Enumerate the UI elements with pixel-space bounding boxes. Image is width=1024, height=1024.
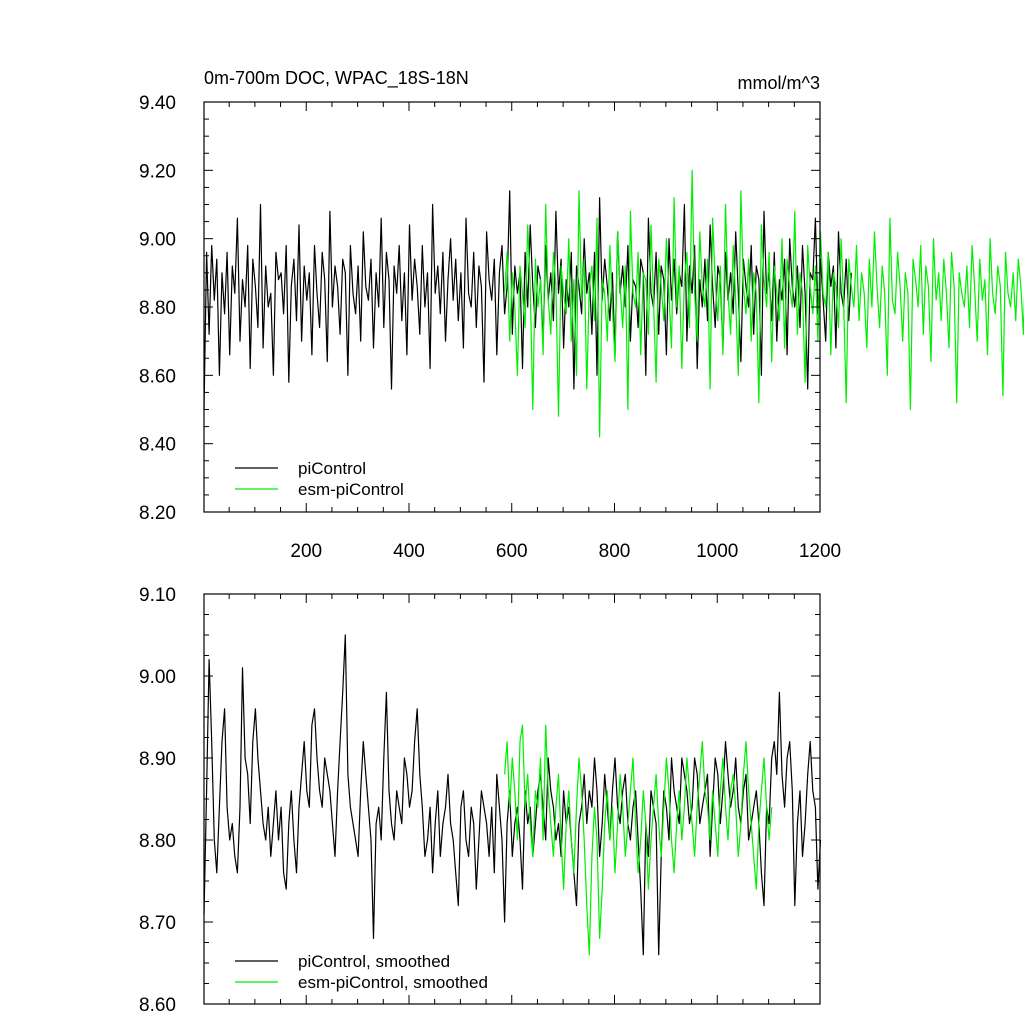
x-tick-label: 600 xyxy=(496,541,528,562)
y-tick-label: 8.40 xyxy=(139,435,176,456)
y-tick-label: 9.20 xyxy=(139,161,176,182)
y-tick-label: 8.90 xyxy=(139,749,176,770)
x-tick-label: 1000 xyxy=(696,541,738,562)
series-group xyxy=(204,635,821,955)
x-tick-label: 800 xyxy=(599,541,631,562)
legend-label-picontrol-smoothed: piControl, smoothed xyxy=(298,952,450,971)
legend-label-esm-picontrol: esm-piControl xyxy=(298,480,404,499)
y-tick-label: 9.40 xyxy=(139,93,176,114)
series-group xyxy=(204,170,1024,437)
plot-frame xyxy=(204,594,820,1004)
y-tick-label: 8.70 xyxy=(139,913,176,934)
y-tick-label: 9.00 xyxy=(139,230,176,251)
x-tick-label: 1200 xyxy=(799,541,841,562)
tick-group xyxy=(204,594,820,1004)
legend: piControl, smoothed esm-piControl, smoot… xyxy=(235,952,488,992)
y-tick-label: 8.80 xyxy=(139,298,176,319)
y-tick-label: 9.10 xyxy=(139,585,176,606)
legend: piControl esm-piControl xyxy=(235,459,404,499)
chart-title: 0m-700m DOC, WPAC_18S-18N xyxy=(204,68,469,89)
units-label: mmol/m^3 xyxy=(738,73,820,93)
bottom-panel: 8.60 8.70 8.80 8.90 9.00 9.10 piControl, smoo… xyxy=(139,585,820,1016)
y-tick-label: 9.00 xyxy=(139,667,176,688)
y-tick-label: 8.20 xyxy=(139,503,176,524)
series-line-picontrol xyxy=(204,191,851,410)
x-tick-label: 400 xyxy=(393,541,425,562)
x-tick-labels: 200 400 600 800 1000 1200 xyxy=(290,541,841,562)
series-line-picontrol xyxy=(204,635,821,955)
y-tick-labels: 8.20 8.40 8.60 8.80 9.00 9.20 9.40 xyxy=(139,93,176,524)
legend-label-esm-picontrol-smoothed: esm-piControl, smoothed xyxy=(298,973,488,992)
y-tick-label: 8.60 xyxy=(139,366,176,387)
y-tick-labels: 8.60 8.70 8.80 8.90 9.00 9.10 xyxy=(139,585,176,1016)
top-panel: 0m-700m DOC, WPAC_18S-18N mmol/m^3 8.208… xyxy=(139,68,1024,562)
y-tick-label: 8.80 xyxy=(139,831,176,852)
legend-label-picontrol: piControl xyxy=(298,459,366,478)
x-tick-label: 200 xyxy=(290,541,322,562)
y-tick-label: 8.60 xyxy=(139,995,176,1016)
